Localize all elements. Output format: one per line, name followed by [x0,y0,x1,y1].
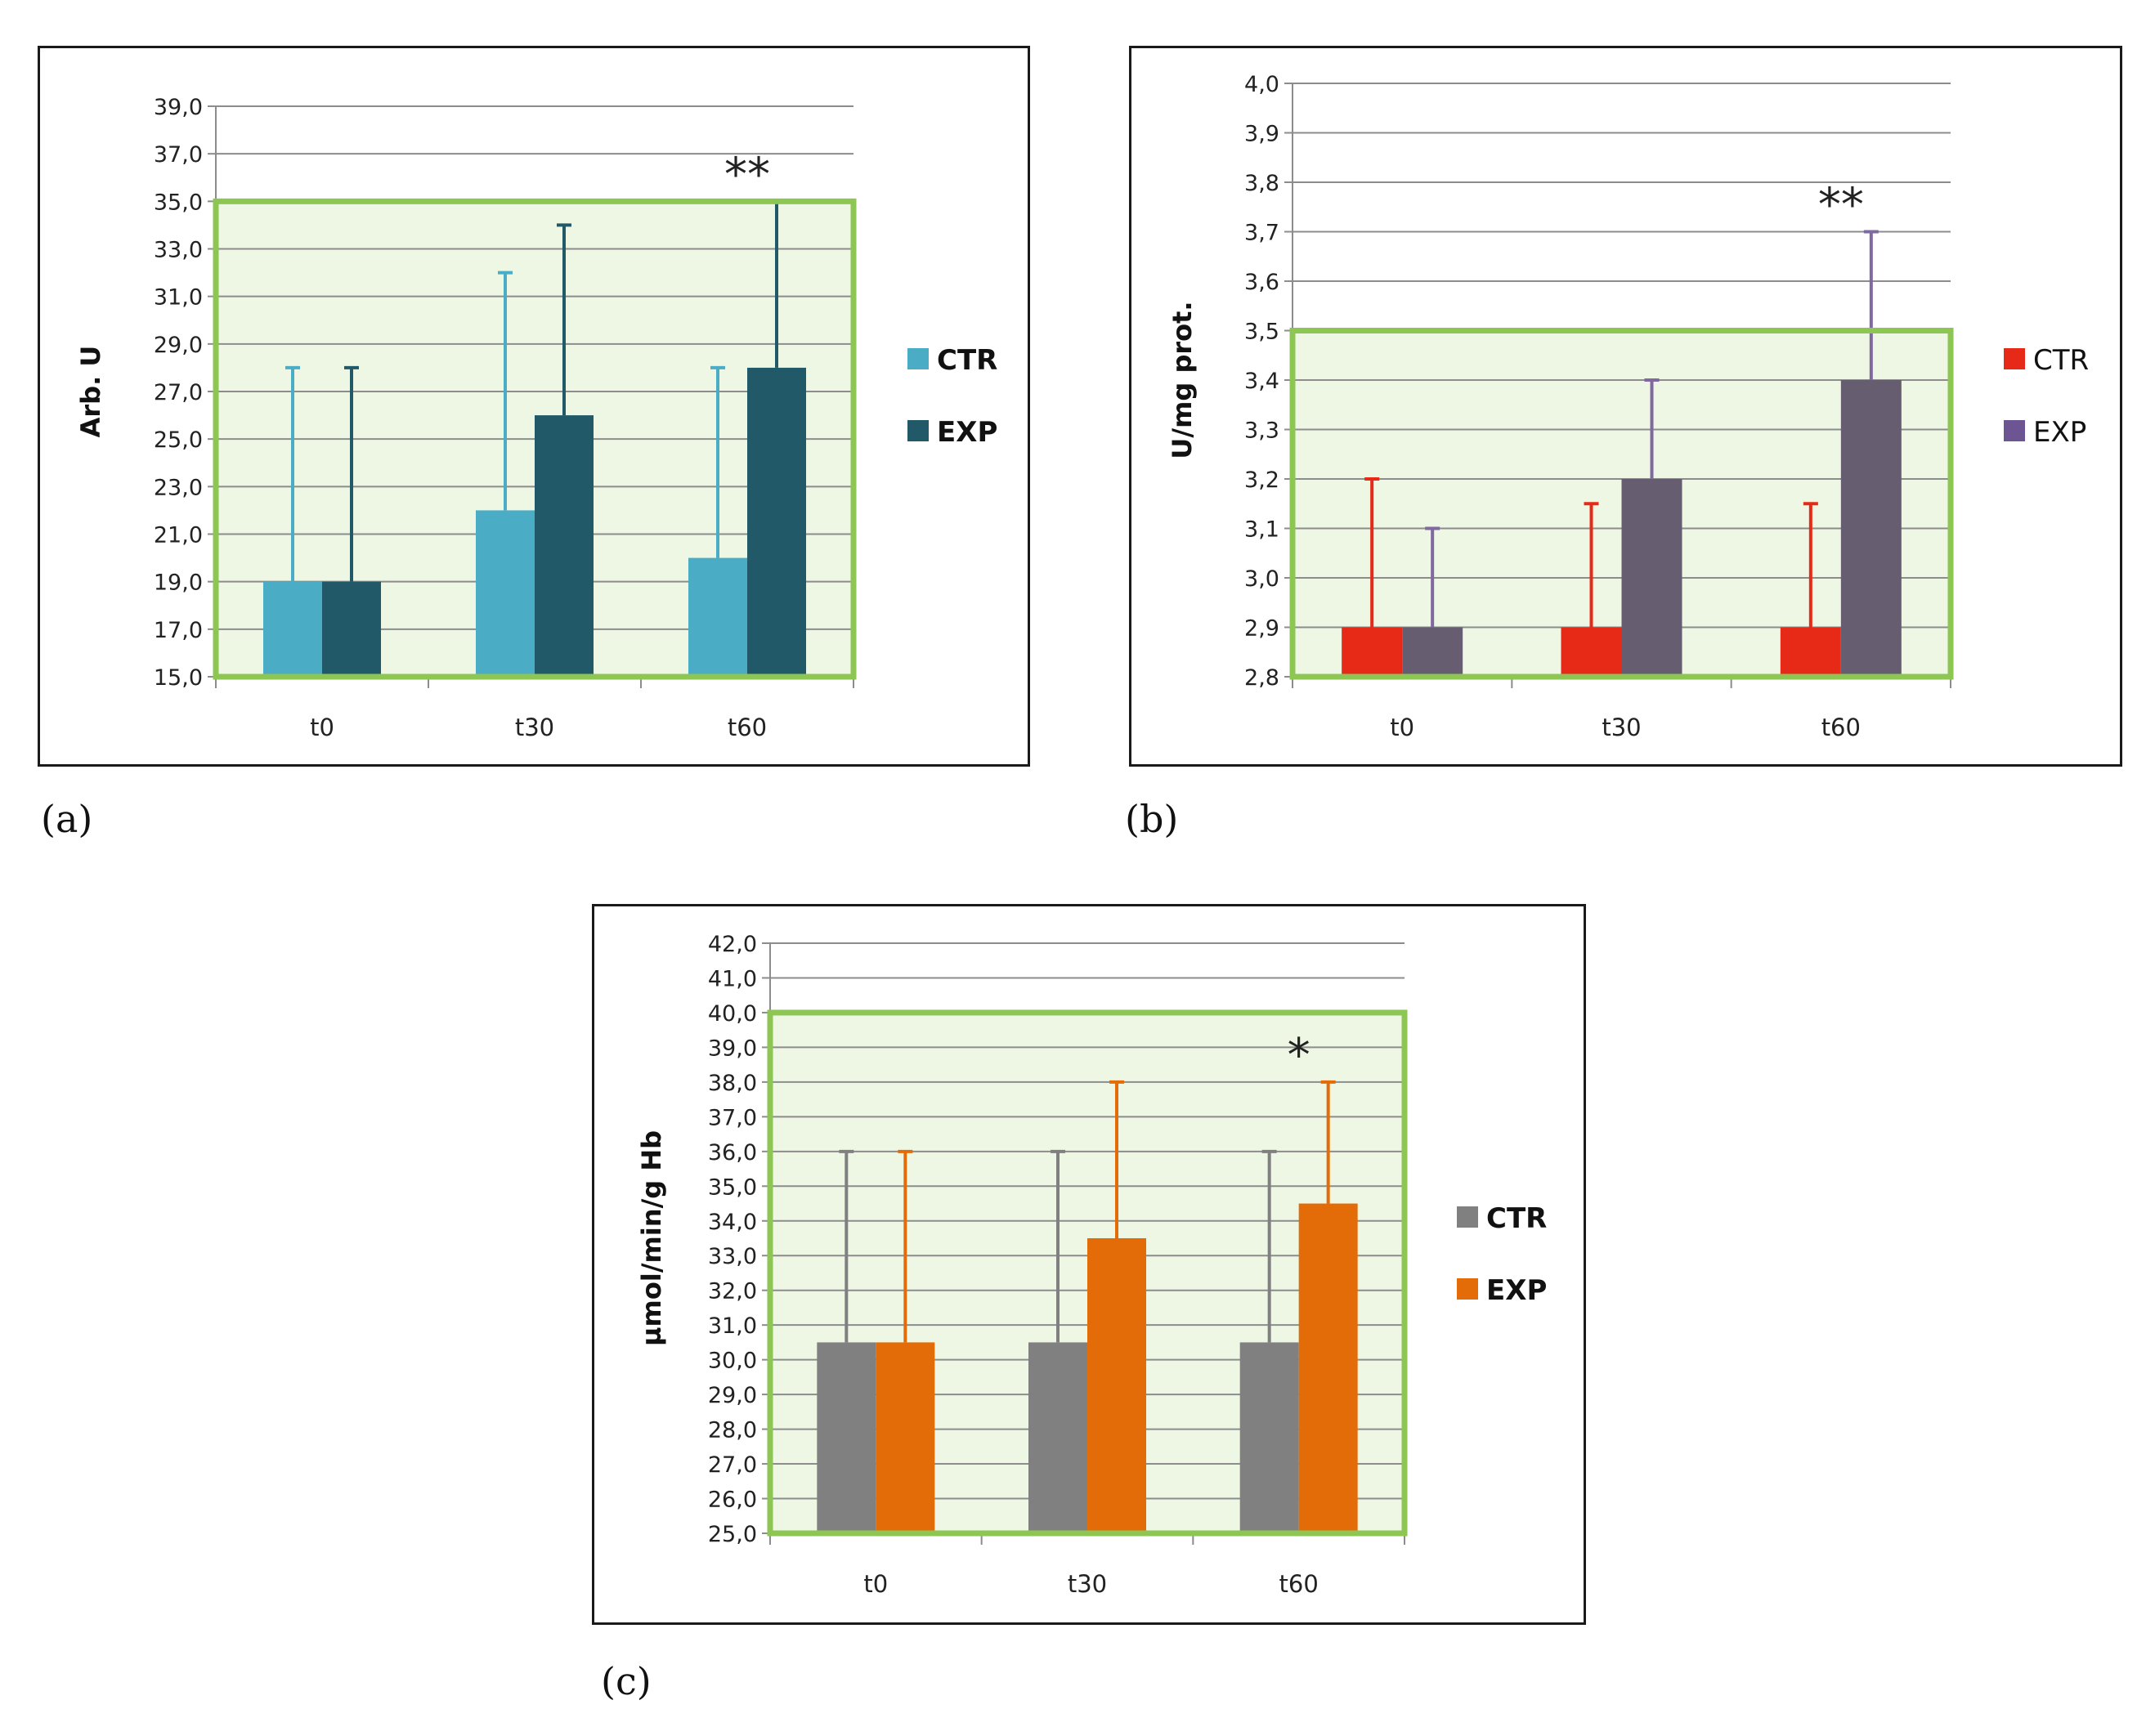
chart-b: 2,8 2,9 3,0 3,1 3,2 3,3 3,4 3,5 3,6 3,7 3,8 3,9 4,0 t… [1129,46,2122,767]
panel-label-a: (a) [41,797,93,841]
legend-label-ctr: CTR [2033,344,2089,377]
legend-label-ctr: CTR [1486,1202,1547,1235]
y-tick-label: 35,0 [154,190,203,215]
bar-ctr-t0 [1342,627,1403,677]
chart-c: 25,0 26,0 27,0 28,0 29,0 30,0 31,0 32,0 33,0 34,0… [592,904,1586,1625]
y-tick-label: 3,7 [1244,221,1279,246]
y-tick-label: 29,0 [708,1383,757,1408]
y-tick-label: 15,0 [154,665,203,691]
bar-exp-t60 [747,367,806,677]
significance-annotation: ** [724,148,770,201]
legend-swatch-ctr [1457,1206,1478,1228]
highlight-band-border [767,1009,1408,1537]
chart-a: 15,0 17,0 19,0 21,0 23,0 25,0 27,0 29,0 31,0 33,0… [38,46,1030,767]
legend-label-ctr: CTR [937,344,997,377]
y-tick-label: 39,0 [154,95,203,120]
legend-swatch-ctr [2004,348,2025,369]
y-tick-label: 33,0 [708,1244,757,1269]
y-tick-label: 3,5 [1244,320,1279,345]
y-tick-label: 3,9 [1244,122,1279,147]
panel-label-c: (c) [601,1659,652,1703]
y-tick-label: 31,0 [154,285,203,311]
y-tick-label: 32,0 [708,1279,757,1304]
y-tick-label: 3,0 [1244,566,1279,592]
y-tick-label: 25,0 [154,427,203,453]
y-tick-label: 17,0 [154,618,203,643]
y-tick-label: 34,0 [708,1210,757,1235]
legend-label-exp: EXP [1486,1274,1547,1307]
bar-ctr-t30 [1028,1342,1087,1533]
bar-ctr-t60 [1239,1342,1299,1533]
legend-label-exp: EXP [2033,416,2086,449]
x-tick-label: t0 [1390,714,1414,741]
y-tick-label: 41,0 [708,966,757,991]
panel-label-b: (b) [1125,797,1179,841]
highlight-band-border [213,198,857,680]
y-axis-label: µmol/min/g Hb [636,1130,667,1346]
y-tick-label: 3,2 [1244,468,1279,493]
x-tick-label: t30 [1602,714,1641,741]
y-tick-label: 3,4 [1244,369,1279,394]
y-tick-label: 31,0 [708,1313,757,1339]
highlight-band-border [1289,328,1954,680]
y-tick-label: 39,0 [708,1036,757,1061]
bar-exp-t0 [1402,627,1463,677]
legend-swatch-exp [1457,1278,1478,1300]
bar-ctr-t0 [263,581,322,677]
bar-ctr-t30 [476,510,535,677]
y-tick-label: 27,0 [708,1452,757,1478]
bar-exp-t30 [1621,479,1682,677]
y-tick-label: 42,0 [708,932,757,957]
y-tick-label: 21,0 [154,523,203,548]
x-tick-label: t60 [728,714,767,741]
y-tick-label: 36,0 [708,1140,757,1166]
y-tick-label: 4,0 [1244,72,1279,97]
bar-exp-t30 [1087,1238,1146,1533]
x-tick-label: t30 [1068,1570,1107,1598]
y-tick-label: 23,0 [154,475,203,500]
y-tick-label: 3,1 [1244,517,1279,543]
y-tick-label: 37,0 [708,1105,757,1130]
y-tick-label: 27,0 [154,380,203,405]
bar-ctr-t60 [1780,627,1841,677]
legend-swatch-exp [2004,420,2025,441]
legend-swatch-exp [907,420,929,441]
x-tick-label: t0 [310,714,334,741]
y-tick-label: 35,0 [708,1174,757,1200]
bar-exp-t0 [876,1342,935,1533]
y-tick-label: 38,0 [708,1071,757,1096]
y-axis-label: U/mg prot. [1167,301,1198,459]
bar-exp-t60 [1840,380,1902,677]
bar-ctr-t0 [817,1342,876,1533]
significance-annotation: * [1288,1029,1310,1082]
legend-swatch-ctr [907,348,929,369]
y-tick-label: 19,0 [154,570,203,596]
y-tick-label: 30,0 [708,1349,757,1374]
x-tick-label: t30 [515,714,554,741]
significance-annotation: ** [1818,179,1864,232]
legend-label-exp: EXP [937,416,997,449]
bar-exp-t30 [535,415,594,677]
bar-exp-t60 [1298,1203,1358,1533]
y-axis-label: Arb. U [75,346,106,438]
y-tick-label: 25,0 [708,1522,757,1547]
y-tick-label: 28,0 [708,1418,757,1443]
bar-exp-t0 [322,581,381,677]
y-tick-label: 26,0 [708,1488,757,1513]
x-tick-label: t0 [863,1570,888,1598]
y-tick-label: 33,0 [154,238,203,263]
bar-ctr-t30 [1561,627,1622,677]
y-tick-label: 29,0 [154,333,203,358]
y-tick-label: 37,0 [154,142,203,168]
y-tick-label: 3,8 [1244,171,1279,196]
bar-ctr-t60 [688,557,747,677]
y-tick-label: 3,6 [1244,270,1279,295]
y-tick-label: 2,8 [1244,665,1279,691]
x-tick-label: t60 [1279,1570,1319,1598]
y-tick-label: 2,9 [1244,616,1279,642]
x-tick-label: t60 [1821,714,1861,741]
y-tick-label: 3,3 [1244,418,1279,444]
y-tick-label: 40,0 [708,1001,757,1027]
